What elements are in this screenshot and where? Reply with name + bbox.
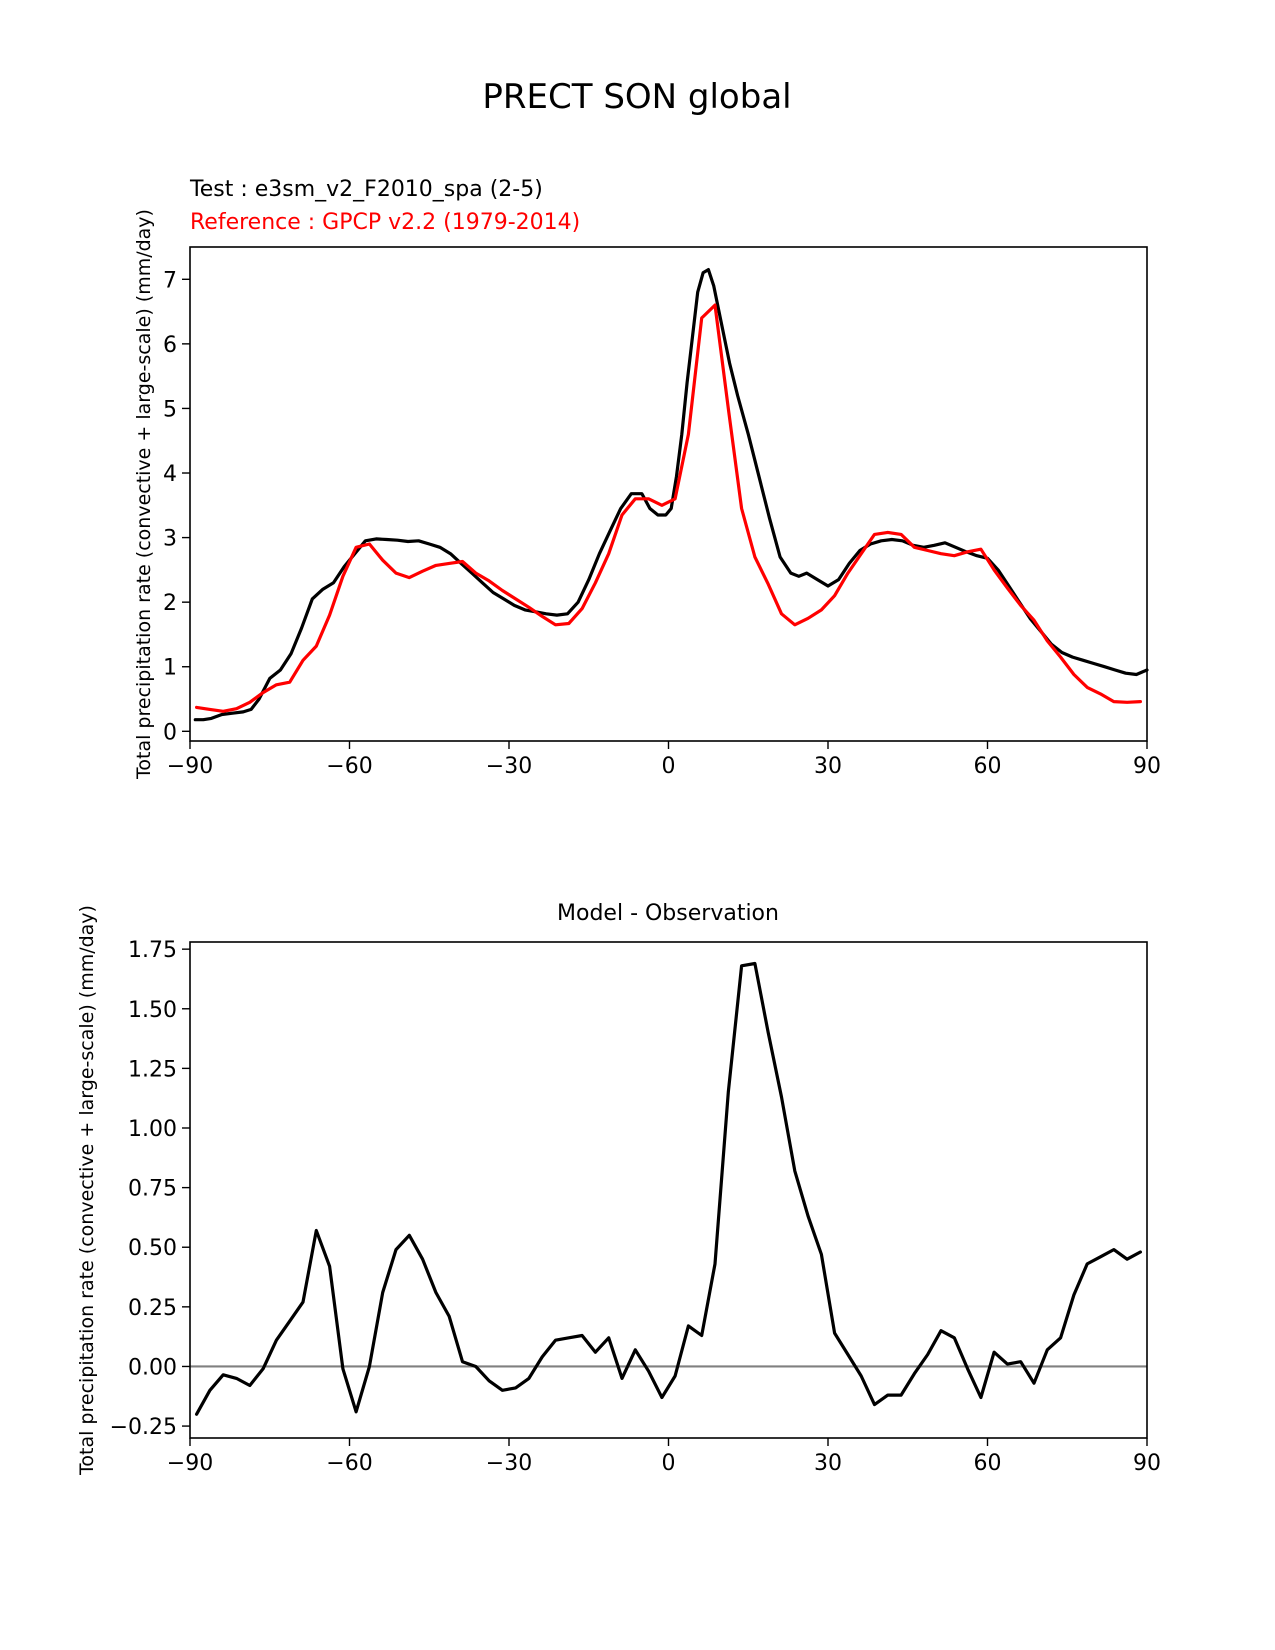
top-x-tick-label: 60 — [974, 754, 1002, 779]
top-x-tick-label: 30 — [814, 754, 842, 779]
bottom-x-tick-label: −60 — [326, 1451, 372, 1476]
bottom-y-tick-label: 0.25 — [128, 1296, 177, 1321]
top-x-tick-label: −30 — [486, 754, 532, 779]
bottom-chart-title: Model - Observation — [557, 901, 779, 926]
bottom-x-tick-label: 0 — [662, 1451, 676, 1476]
top-y-axis-label: Total precipitation rate (convective + l… — [133, 209, 155, 780]
top-x-tick-label: 0 — [662, 754, 676, 779]
top-panel: Test : e3sm_v2_F2010_spa (2-5) Reference… — [133, 177, 1161, 780]
bottom-y-tick-label: 0.50 — [128, 1236, 177, 1261]
bottom-y-tick-label: 0.00 — [128, 1355, 177, 1380]
bottom-y-tick-label: −0.25 — [110, 1415, 177, 1440]
bottom-x-tick-label: 60 — [974, 1451, 1002, 1476]
top-y-tick-label: 1 — [163, 656, 177, 681]
bottom-y-tick-label: 1.75 — [128, 938, 177, 963]
top-x-tick-label: −90 — [167, 754, 213, 779]
bottom-x-tick-label: −90 — [167, 1451, 213, 1476]
top-y-tick-label: 0 — [163, 720, 177, 745]
top-x-tick-label: 90 — [1133, 754, 1161, 779]
top-plot-area: −90 −60 −30 0 30 60 90 0 1 2 3 4 5 6 7 — [163, 246, 1161, 779]
bottom-axes-frame — [189, 941, 1148, 1439]
bottom-x-tick-label: 30 — [814, 1451, 842, 1476]
top-y-tick-label: 4 — [163, 462, 177, 487]
top-y-tick-label: 3 — [163, 527, 177, 552]
bottom-plot-area: −90 −60 −30 0 30 60 90 −0.25 0.00 0.25 0.50 0.75 1.0… — [110, 938, 1161, 1476]
bottom-x-tick-label: −30 — [486, 1451, 532, 1476]
top-reference-label: Reference : GPCP v2.2 (1979-2014) — [190, 210, 580, 235]
top-y-tick-label: 6 — [163, 333, 177, 358]
top-test-label: Test : e3sm_v2_F2010_spa (2-5) — [189, 177, 543, 202]
bottom-y-tick-label: 1.25 — [128, 1057, 177, 1082]
top-axes-frame — [189, 246, 1148, 742]
figure-suptitle: PRECT SON global — [482, 77, 791, 117]
top-y-tick-label: 2 — [163, 591, 177, 616]
bottom-y-axis-label: Total precipitation rate (convective + l… — [76, 905, 98, 1476]
bottom-y-tick-label: 0.75 — [128, 1177, 177, 1202]
top-y-tick-label: 7 — [163, 268, 177, 293]
top-x-tick-label: −60 — [326, 754, 372, 779]
bottom-y-tick-label: 1.50 — [128, 998, 177, 1023]
top-y-tick-label: 5 — [163, 397, 177, 422]
top-series-test-line — [193, 268, 1149, 722]
bottom-y-tick-label: 1.00 — [128, 1117, 177, 1142]
bottom-series-difference-line — [195, 961, 1143, 1416]
bottom-panel: Model - Observation −90 −60 −30 0 30 60 90 −0.2… — [76, 901, 1161, 1476]
top-series-reference-line — [195, 303, 1143, 713]
bottom-x-tick-label: 90 — [1133, 1451, 1161, 1476]
